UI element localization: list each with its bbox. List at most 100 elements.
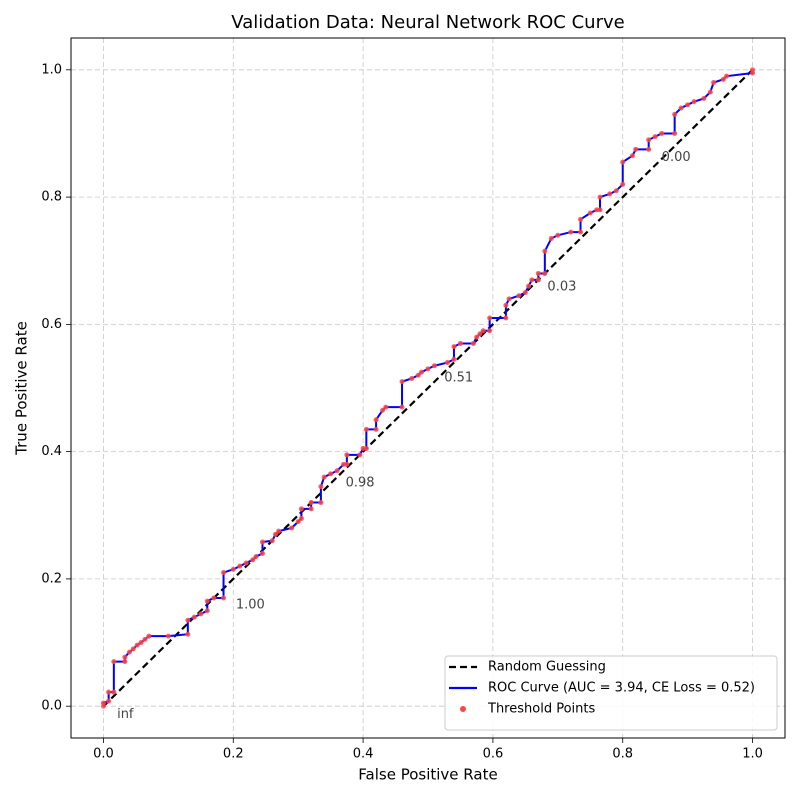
threshold-point xyxy=(253,554,259,560)
threshold-point xyxy=(276,528,282,534)
threshold-point xyxy=(629,153,635,159)
threshold-point xyxy=(130,646,136,652)
series-line xyxy=(102,69,754,707)
threshold-point xyxy=(185,631,191,637)
threshold-point xyxy=(237,563,243,569)
threshold-point xyxy=(250,557,256,563)
threshold-point xyxy=(506,296,512,302)
threshold-point xyxy=(334,468,340,474)
threshold-point xyxy=(522,290,528,296)
threshold-point xyxy=(503,315,509,321)
y-axis-label: True Positive Rate xyxy=(13,321,31,456)
threshold-point xyxy=(289,525,295,531)
legend-label: Random Guessing xyxy=(488,660,606,675)
threshold-point xyxy=(211,595,217,601)
y-tick-label: 0.0 xyxy=(41,699,62,714)
threshold-point xyxy=(457,340,463,346)
threshold-point xyxy=(344,461,350,467)
threshold-point xyxy=(451,356,457,362)
y-tick-label: 0.8 xyxy=(41,190,62,205)
threshold-point xyxy=(535,270,541,276)
legend-label: ROC Curve (AUC = 3.94, CE Loss = 0.52) xyxy=(488,681,755,696)
threshold-point xyxy=(431,363,437,369)
threshold-point xyxy=(503,302,509,308)
annotation: 1.00 xyxy=(236,598,265,613)
threshold-point xyxy=(383,404,389,410)
threshold-point xyxy=(122,654,128,660)
threshold-point xyxy=(578,229,584,235)
legend-marker xyxy=(460,706,466,712)
x-tick-label: 0.8 xyxy=(612,747,633,762)
threshold-point xyxy=(672,130,678,136)
threshold-point xyxy=(480,328,486,334)
threshold-point xyxy=(308,506,314,512)
threshold-point xyxy=(542,270,548,276)
threshold-point xyxy=(269,538,275,544)
threshold-point xyxy=(111,659,117,665)
threshold-point xyxy=(487,315,493,321)
threshold-point xyxy=(198,611,204,617)
threshold-point xyxy=(111,689,117,695)
threshold-point xyxy=(221,570,227,576)
threshold-point xyxy=(587,210,593,216)
threshold-point xyxy=(555,232,561,238)
threshold-point xyxy=(444,360,450,366)
threshold-point xyxy=(204,608,210,614)
threshold-point xyxy=(298,506,304,512)
threshold-point xyxy=(142,636,148,642)
threshold-point xyxy=(542,248,548,254)
plot-frame xyxy=(70,37,786,739)
x-tick-label: 1.0 xyxy=(742,747,763,762)
threshold-point xyxy=(318,500,324,506)
threshold-point xyxy=(259,539,265,545)
x-tick-label: 0.0 xyxy=(93,747,114,762)
threshold-point xyxy=(529,277,535,283)
threshold-point xyxy=(344,452,350,458)
threshold-point xyxy=(470,340,476,346)
y-tick-label: 0.6 xyxy=(41,317,62,332)
threshold-point xyxy=(474,334,480,340)
threshold-point xyxy=(707,89,713,95)
annotation: 0.98 xyxy=(346,475,375,490)
threshold-point xyxy=(691,99,697,105)
threshold-point xyxy=(672,111,678,117)
threshold-point xyxy=(720,76,726,82)
threshold-point xyxy=(607,191,613,197)
legend-box xyxy=(444,655,778,731)
threshold-point xyxy=(230,566,236,572)
x-tick-label: 0.6 xyxy=(483,747,504,762)
threshold-point xyxy=(548,235,554,241)
threshold-point xyxy=(451,344,457,350)
threshold-point xyxy=(646,137,652,143)
annotation: inf xyxy=(117,707,134,722)
threshold-point xyxy=(165,633,171,639)
threshold-point xyxy=(701,95,707,101)
threshold-point xyxy=(724,73,730,79)
threshold-point xyxy=(487,328,493,334)
threshold-point xyxy=(620,181,626,187)
threshold-point xyxy=(328,471,334,477)
legend-label: Threshold Points xyxy=(487,702,595,717)
annotation: 0.03 xyxy=(547,279,576,294)
threshold-point xyxy=(620,159,626,165)
threshold-point xyxy=(526,283,532,289)
threshold-point xyxy=(685,102,691,108)
y-tick-label: 0.4 xyxy=(41,444,62,459)
threshold-point xyxy=(357,452,363,458)
threshold-point xyxy=(419,369,425,375)
threshold-point xyxy=(106,689,112,695)
threshold-point xyxy=(711,80,717,86)
threshold-point xyxy=(295,519,301,525)
threshold-point xyxy=(363,445,369,451)
threshold-point xyxy=(409,375,415,381)
threshold-point xyxy=(191,614,197,620)
threshold-point xyxy=(138,640,144,646)
threshold-point xyxy=(146,633,152,639)
threshold-point xyxy=(568,229,574,235)
threshold-point xyxy=(399,404,405,410)
threshold-point xyxy=(126,649,132,655)
y-tick-label: 0.2 xyxy=(41,571,62,586)
threshold-point xyxy=(415,372,421,378)
threshold-point xyxy=(243,560,249,566)
threshold-point xyxy=(750,67,756,73)
